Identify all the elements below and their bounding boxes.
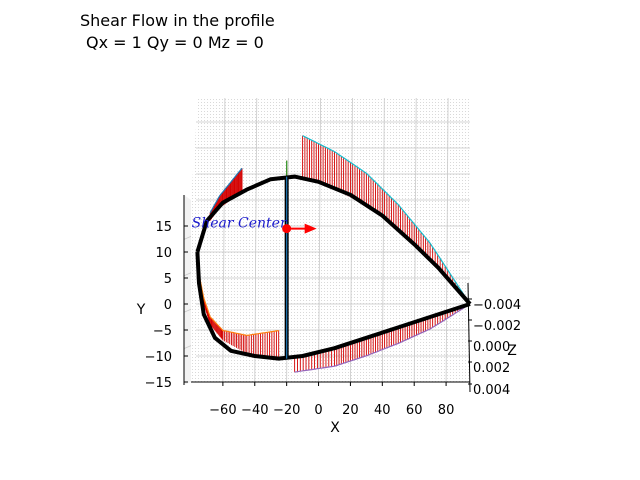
- z-tick-label: −0.004: [473, 298, 521, 313]
- z-tick-label: 0.002: [473, 361, 510, 376]
- x-tick-label: 20: [342, 403, 359, 418]
- tick-labels: −60 −40 −20 0 20 40 60 80 −15 −10 −5 0 5 10 15 −0.004 −0…: [145, 220, 522, 418]
- profile-upper-skin: [195, 174, 472, 306]
- chart-title-line-2: Qx = 1 Qy = 0 Mz = 0: [86, 33, 264, 52]
- x-tick-label: −60: [209, 403, 236, 418]
- shear-center-marker: Shear Center: [192, 216, 317, 234]
- z-tick-label: 0.000: [473, 340, 510, 355]
- x-tick-label: 40: [374, 403, 391, 418]
- y-tick-label: −10: [145, 350, 172, 365]
- z-axis-label: Z: [507, 343, 517, 359]
- z-tick-label: 0.004: [473, 383, 510, 398]
- z-tick-label: −0.002: [473, 319, 521, 334]
- x-tick-label: 60: [406, 403, 423, 418]
- y-tick-label: −15: [145, 376, 172, 391]
- y-tick-label: 0: [164, 298, 172, 313]
- y-tick-label: 10: [155, 246, 172, 261]
- axis-labels: X Y Z: [136, 302, 517, 436]
- y-axis-label: Y: [136, 302, 146, 318]
- x-tick-label: 0: [314, 403, 322, 418]
- chart-title-line-1: Shear Flow in the profile: [80, 11, 275, 30]
- x-tick-label: −40: [241, 403, 268, 418]
- shear-center-label: Shear Center: [192, 216, 288, 232]
- shear-flow-bottom-skin: [294, 305, 466, 373]
- y-tick-label: −5: [153, 324, 172, 339]
- axes-panes: [184, 97, 470, 385]
- x-tick-label: −20: [273, 403, 300, 418]
- x-axis-label: X: [330, 420, 340, 436]
- force-arrow-head: [304, 223, 317, 234]
- shear-flow-nose-lower: [198, 273, 280, 359]
- airfoil-profile: [195, 174, 472, 361]
- x-tick-label: 80: [438, 403, 455, 418]
- profile-lower-skin: [195, 251, 471, 361]
- y-tick-label: 15: [155, 220, 172, 235]
- shear-flow-top-skin: [302, 135, 466, 299]
- y-tick-label: 5: [164, 272, 172, 287]
